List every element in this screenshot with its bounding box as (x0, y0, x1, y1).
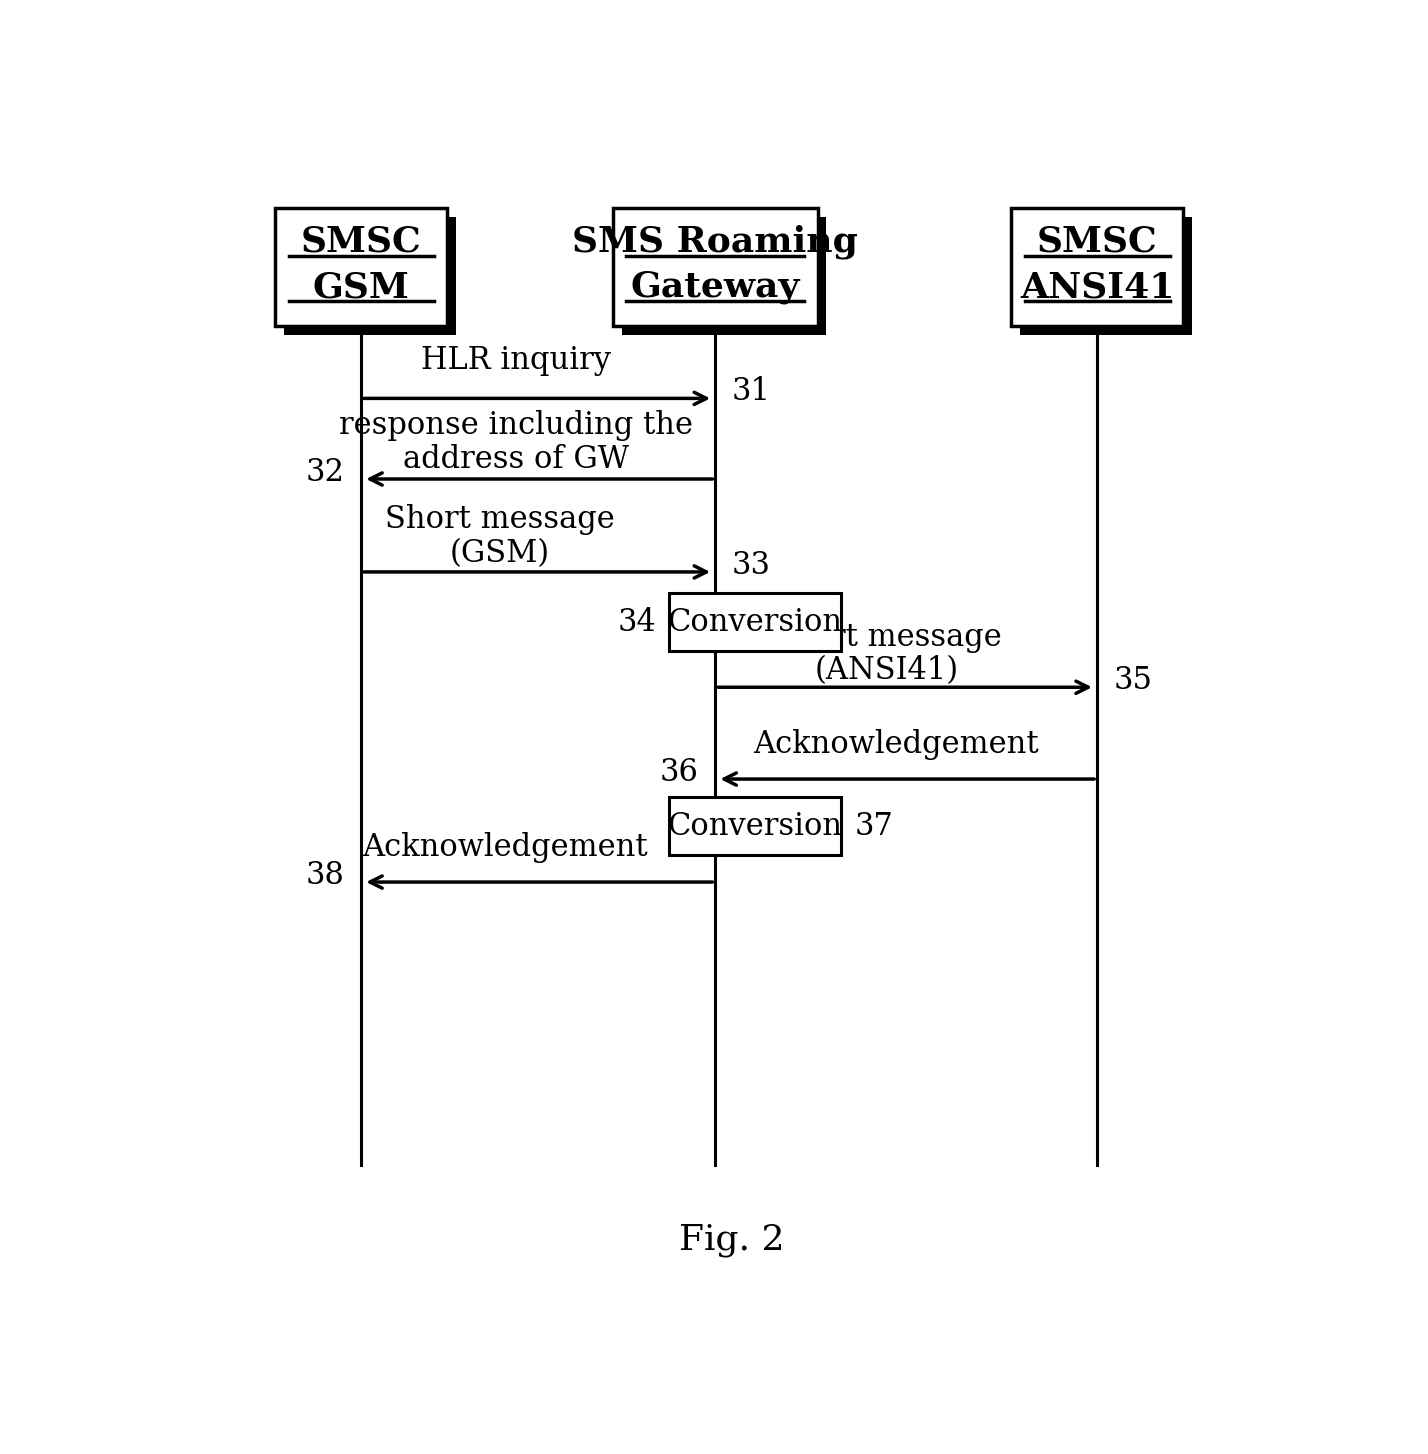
Text: Fig. 2: Fig. 2 (680, 1223, 784, 1258)
Text: Conversion: Conversion (667, 810, 843, 842)
Text: response including the: response including the (338, 410, 693, 441)
Text: (ANSI41): (ANSI41) (815, 656, 958, 686)
Bar (670, 593, 841, 651)
Text: HLR inquiry: HLR inquiry (421, 345, 611, 377)
Text: 37: 37 (854, 810, 892, 842)
Text: 32: 32 (306, 457, 344, 487)
Text: Acknowledgement: Acknowledgement (753, 728, 1038, 760)
Bar (621, 217, 827, 334)
Text: (GSM): (GSM) (450, 538, 550, 569)
Text: SMS Roaming: SMS Roaming (573, 225, 858, 259)
Text: Acknowledgement: Acknowledgement (363, 832, 648, 864)
Bar (284, 217, 456, 334)
Text: 38: 38 (306, 859, 344, 891)
Bar (613, 208, 818, 326)
Text: Gateway: Gateway (631, 270, 800, 304)
Bar (1011, 208, 1182, 326)
Text: 34: 34 (617, 606, 655, 638)
Text: 36: 36 (660, 758, 698, 788)
Bar (276, 208, 447, 326)
Text: ANSI41: ANSI41 (1020, 270, 1174, 304)
Text: Conversion: Conversion (667, 606, 843, 638)
Bar (670, 797, 841, 855)
Text: SMSC: SMSC (1037, 225, 1158, 259)
Text: 31: 31 (733, 377, 771, 407)
Text: GSM: GSM (313, 270, 410, 304)
Text: SMSC: SMSC (301, 225, 421, 259)
Text: address of GW: address of GW (403, 443, 630, 474)
Bar (1020, 217, 1192, 334)
Text: Short message: Short message (773, 621, 1001, 653)
Text: 33: 33 (733, 550, 771, 580)
Text: 35: 35 (1114, 664, 1152, 696)
Text: Short message: Short message (384, 505, 614, 535)
